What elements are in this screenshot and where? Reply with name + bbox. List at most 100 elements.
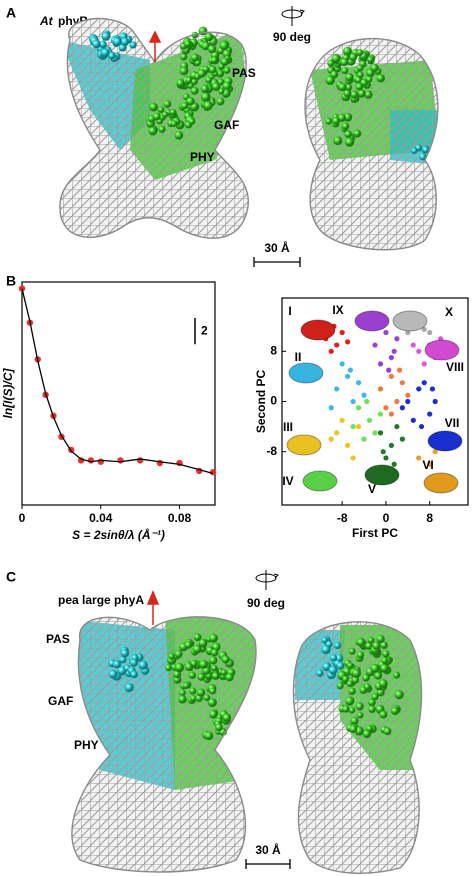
- atom: [184, 40, 192, 48]
- atom: [368, 705, 376, 713]
- atom: [321, 636, 329, 644]
- domain-label: GAF: [48, 694, 73, 708]
- atom: [174, 650, 183, 659]
- saxs-chart: 0 0.04 0.08S = 2sinθ/λ (Å⁻¹) ln[I(S)/C] 2: [1, 281, 217, 542]
- scatter-point: [345, 442, 351, 449]
- atom: [184, 662, 194, 671]
- x-axis-label: S = 2sinθ/λ (Å⁻¹): [72, 528, 165, 542]
- domain-label: GAF: [214, 118, 239, 132]
- panel-label: C: [6, 569, 16, 585]
- y-axis-label: ln[I(S)/C]: [1, 368, 15, 419]
- y-axis-label: Second PC: [254, 370, 268, 434]
- scatter-point: [429, 386, 436, 392]
- scatter-point: [328, 405, 334, 411]
- data-point: [136, 457, 144, 464]
- atom: [100, 48, 110, 58]
- scatter-point: [355, 380, 362, 386]
- scatter-point: [372, 342, 378, 348]
- atom: [169, 108, 177, 116]
- scatter-point: [334, 386, 340, 392]
- atom: [346, 662, 354, 669]
- atom: [120, 649, 130, 658]
- scatter-point: [399, 405, 405, 411]
- cluster-label: X: [445, 305, 453, 319]
- atom: [221, 655, 230, 664]
- atom: [333, 136, 343, 146]
- atom: [190, 86, 199, 95]
- atom: [203, 694, 211, 702]
- scatter-point: [345, 339, 351, 345]
- scatter-point: [361, 392, 367, 398]
- atom: [196, 688, 206, 697]
- atom: [211, 82, 221, 91]
- scatter-point: [416, 386, 422, 392]
- scale-label: 30 Å: [255, 842, 281, 857]
- atom: [208, 633, 218, 643]
- scatter-point: [388, 373, 395, 380]
- atom: [124, 682, 134, 693]
- panel-label: B: [6, 273, 16, 289]
- scatter-point: [355, 405, 362, 411]
- scatter-point: [394, 336, 400, 342]
- domain-label: PHY: [190, 150, 215, 164]
- atom: [341, 122, 350, 130]
- x-tick-label: 0.04: [89, 511, 113, 525]
- atom: [376, 74, 385, 83]
- atom: [220, 57, 229, 66]
- cluster-thumbnail: [423, 472, 459, 494]
- atom: [334, 642, 342, 650]
- atom: [382, 650, 390, 658]
- rotation-label: 90 deg: [273, 30, 311, 44]
- scatter-point: [394, 398, 400, 405]
- atom: [174, 131, 184, 140]
- atom: [321, 645, 331, 655]
- atom: [380, 641, 388, 650]
- atom: [367, 636, 375, 644]
- scatter-point: [350, 455, 356, 461]
- atom: [170, 120, 178, 127]
- atom: [367, 56, 374, 64]
- atom: [351, 676, 360, 684]
- atom: [216, 97, 225, 106]
- data-point: [77, 457, 85, 464]
- atom: [365, 76, 373, 83]
- domain-label: PHY: [74, 738, 99, 752]
- scale-bar: [245, 859, 291, 869]
- atom: [390, 706, 400, 716]
- scatter-point: [339, 361, 345, 367]
- atom: [346, 680, 354, 688]
- atom: [376, 634, 385, 644]
- atom: [223, 66, 231, 74]
- cluster-label: III: [283, 420, 293, 434]
- atom: [163, 100, 172, 108]
- atom: [357, 71, 364, 79]
- atom: [362, 729, 372, 739]
- atom: [149, 102, 158, 112]
- y-tick-label: 0: [270, 394, 277, 408]
- scatter-point: [350, 398, 356, 405]
- atom: [210, 56, 218, 64]
- atom: [348, 647, 356, 655]
- atom: [188, 671, 196, 679]
- atom: [216, 69, 225, 78]
- cluster-label: VII: [445, 416, 460, 430]
- scatter-point: [405, 398, 411, 405]
- envelope-outline: [304, 37, 439, 251]
- scatter-point: [345, 373, 351, 380]
- atom: [350, 716, 359, 725]
- atom: [211, 664, 218, 672]
- scatter-point: [388, 354, 395, 361]
- atom: [108, 669, 118, 679]
- atom: [348, 687, 356, 695]
- atom: [374, 671, 383, 680]
- atom: [92, 39, 101, 49]
- scatter-point: [328, 348, 334, 354]
- atom: [316, 669, 324, 677]
- cluster-thumbnail: [286, 434, 322, 456]
- atom: [411, 147, 418, 154]
- atom: [365, 642, 373, 650]
- scatter-point: [328, 436, 334, 442]
